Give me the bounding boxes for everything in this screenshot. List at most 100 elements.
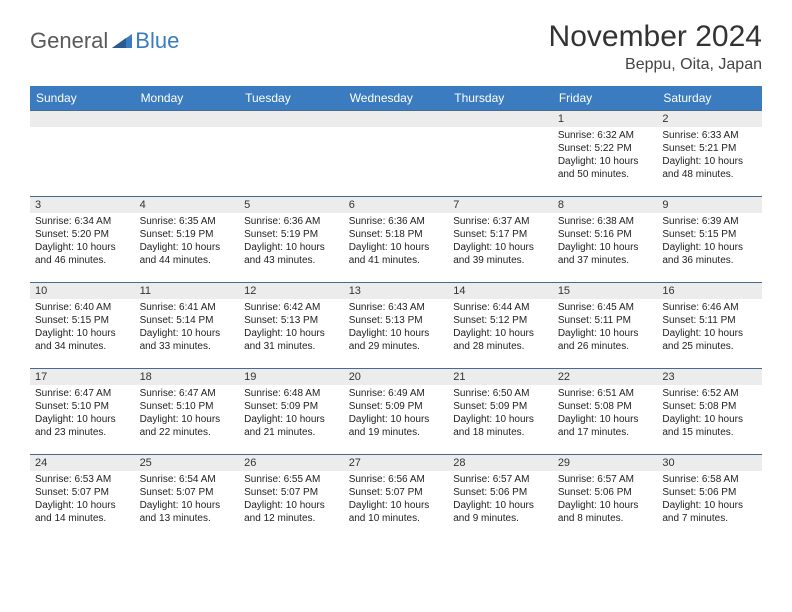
sunset-text: Sunset: 5:22 PM bbox=[558, 142, 653, 155]
daylight-text: Daylight: 10 hours and 44 minutes. bbox=[140, 241, 235, 267]
calendar-day-cell: 14Sunrise: 6:44 AMSunset: 5:12 PMDayligh… bbox=[448, 283, 553, 369]
day-details bbox=[239, 127, 344, 133]
daylight-text: Daylight: 10 hours and 8 minutes. bbox=[558, 499, 653, 525]
day-number: 9 bbox=[657, 197, 762, 213]
day-details: Sunrise: 6:32 AMSunset: 5:22 PMDaylight:… bbox=[553, 127, 658, 185]
daylight-text: Daylight: 10 hours and 28 minutes. bbox=[453, 327, 548, 353]
day-details: Sunrise: 6:47 AMSunset: 5:10 PMDaylight:… bbox=[30, 385, 135, 443]
calendar-day-cell: 28Sunrise: 6:57 AMSunset: 5:06 PMDayligh… bbox=[448, 455, 553, 541]
sunset-text: Sunset: 5:17 PM bbox=[453, 228, 548, 241]
daylight-text: Daylight: 10 hours and 7 minutes. bbox=[662, 499, 757, 525]
month-title: November 2024 bbox=[549, 20, 762, 54]
logo-text-part1: General bbox=[30, 28, 108, 54]
sunset-text: Sunset: 5:20 PM bbox=[35, 228, 130, 241]
sunrise-text: Sunrise: 6:35 AM bbox=[140, 215, 235, 228]
calendar-day-cell: 19Sunrise: 6:48 AMSunset: 5:09 PMDayligh… bbox=[239, 369, 344, 455]
calendar-day-cell: 6Sunrise: 6:36 AMSunset: 5:18 PMDaylight… bbox=[344, 197, 449, 283]
calendar-day-cell: 20Sunrise: 6:49 AMSunset: 5:09 PMDayligh… bbox=[344, 369, 449, 455]
calendar-day-cell: 22Sunrise: 6:51 AMSunset: 5:08 PMDayligh… bbox=[553, 369, 658, 455]
sunrise-text: Sunrise: 6:32 AM bbox=[558, 129, 653, 142]
calendar-day-cell: 13Sunrise: 6:43 AMSunset: 5:13 PMDayligh… bbox=[344, 283, 449, 369]
calendar-day-cell: 1Sunrise: 6:32 AMSunset: 5:22 PMDaylight… bbox=[553, 111, 658, 197]
calendar-day-cell bbox=[239, 111, 344, 197]
calendar-day-cell bbox=[344, 111, 449, 197]
sunset-text: Sunset: 5:12 PM bbox=[453, 314, 548, 327]
sunrise-text: Sunrise: 6:47 AM bbox=[140, 387, 235, 400]
calendar-day-cell: 29Sunrise: 6:57 AMSunset: 5:06 PMDayligh… bbox=[553, 455, 658, 541]
calendar-day-cell: 10Sunrise: 6:40 AMSunset: 5:15 PMDayligh… bbox=[30, 283, 135, 369]
day-details: Sunrise: 6:55 AMSunset: 5:07 PMDaylight:… bbox=[239, 471, 344, 529]
sunset-text: Sunset: 5:11 PM bbox=[558, 314, 653, 327]
sunrise-text: Sunrise: 6:39 AM bbox=[662, 215, 757, 228]
sunset-text: Sunset: 5:15 PM bbox=[35, 314, 130, 327]
sunset-text: Sunset: 5:16 PM bbox=[558, 228, 653, 241]
day-number bbox=[135, 111, 240, 127]
day-number: 7 bbox=[448, 197, 553, 213]
logo-triangle-icon bbox=[112, 30, 132, 53]
day-header: Monday bbox=[135, 86, 240, 111]
day-header-row: Sunday Monday Tuesday Wednesday Thursday… bbox=[30, 86, 762, 111]
day-number: 1 bbox=[553, 111, 658, 127]
sunrise-text: Sunrise: 6:36 AM bbox=[349, 215, 444, 228]
day-number: 23 bbox=[657, 369, 762, 385]
day-number: 2 bbox=[657, 111, 762, 127]
day-details: Sunrise: 6:54 AMSunset: 5:07 PMDaylight:… bbox=[135, 471, 240, 529]
daylight-text: Daylight: 10 hours and 43 minutes. bbox=[244, 241, 339, 267]
calendar-day-cell: 4Sunrise: 6:35 AMSunset: 5:19 PMDaylight… bbox=[135, 197, 240, 283]
day-details: Sunrise: 6:44 AMSunset: 5:12 PMDaylight:… bbox=[448, 299, 553, 357]
day-details: Sunrise: 6:50 AMSunset: 5:09 PMDaylight:… bbox=[448, 385, 553, 443]
sunrise-text: Sunrise: 6:55 AM bbox=[244, 473, 339, 486]
calendar-day-cell: 23Sunrise: 6:52 AMSunset: 5:08 PMDayligh… bbox=[657, 369, 762, 455]
day-number: 8 bbox=[553, 197, 658, 213]
calendar-day-cell: 24Sunrise: 6:53 AMSunset: 5:07 PMDayligh… bbox=[30, 455, 135, 541]
sunrise-text: Sunrise: 6:57 AM bbox=[558, 473, 653, 486]
calendar-day-cell bbox=[448, 111, 553, 197]
calendar-day-cell: 17Sunrise: 6:47 AMSunset: 5:10 PMDayligh… bbox=[30, 369, 135, 455]
day-number: 29 bbox=[553, 455, 658, 471]
calendar-day-cell: 3Sunrise: 6:34 AMSunset: 5:20 PMDaylight… bbox=[30, 197, 135, 283]
daylight-text: Daylight: 10 hours and 10 minutes. bbox=[349, 499, 444, 525]
calendar-day-cell bbox=[135, 111, 240, 197]
sunrise-text: Sunrise: 6:56 AM bbox=[349, 473, 444, 486]
day-header: Thursday bbox=[448, 86, 553, 111]
daylight-text: Daylight: 10 hours and 21 minutes. bbox=[244, 413, 339, 439]
day-number: 14 bbox=[448, 283, 553, 299]
daylight-text: Daylight: 10 hours and 33 minutes. bbox=[140, 327, 235, 353]
sunset-text: Sunset: 5:08 PM bbox=[662, 400, 757, 413]
day-number: 20 bbox=[344, 369, 449, 385]
calendar-week-row: 17Sunrise: 6:47 AMSunset: 5:10 PMDayligh… bbox=[30, 369, 762, 455]
day-number: 10 bbox=[30, 283, 135, 299]
day-details: Sunrise: 6:42 AMSunset: 5:13 PMDaylight:… bbox=[239, 299, 344, 357]
daylight-text: Daylight: 10 hours and 23 minutes. bbox=[35, 413, 130, 439]
day-details: Sunrise: 6:43 AMSunset: 5:13 PMDaylight:… bbox=[344, 299, 449, 357]
day-details: Sunrise: 6:51 AMSunset: 5:08 PMDaylight:… bbox=[553, 385, 658, 443]
sunrise-text: Sunrise: 6:49 AM bbox=[349, 387, 444, 400]
daylight-text: Daylight: 10 hours and 19 minutes. bbox=[349, 413, 444, 439]
calendar-week-row: 1Sunrise: 6:32 AMSunset: 5:22 PMDaylight… bbox=[30, 111, 762, 197]
day-details: Sunrise: 6:57 AMSunset: 5:06 PMDaylight:… bbox=[553, 471, 658, 529]
daylight-text: Daylight: 10 hours and 34 minutes. bbox=[35, 327, 130, 353]
daylight-text: Daylight: 10 hours and 41 minutes. bbox=[349, 241, 444, 267]
sunrise-text: Sunrise: 6:47 AM bbox=[35, 387, 130, 400]
sunrise-text: Sunrise: 6:53 AM bbox=[35, 473, 130, 486]
calendar-week-row: 3Sunrise: 6:34 AMSunset: 5:20 PMDaylight… bbox=[30, 197, 762, 283]
day-number: 11 bbox=[135, 283, 240, 299]
sunset-text: Sunset: 5:15 PM bbox=[662, 228, 757, 241]
sunset-text: Sunset: 5:13 PM bbox=[349, 314, 444, 327]
day-details: Sunrise: 6:48 AMSunset: 5:09 PMDaylight:… bbox=[239, 385, 344, 443]
day-number bbox=[30, 111, 135, 127]
sunrise-text: Sunrise: 6:48 AM bbox=[244, 387, 339, 400]
day-details bbox=[30, 127, 135, 133]
day-number: 13 bbox=[344, 283, 449, 299]
day-details: Sunrise: 6:45 AMSunset: 5:11 PMDaylight:… bbox=[553, 299, 658, 357]
sunrise-text: Sunrise: 6:33 AM bbox=[662, 129, 757, 142]
sunset-text: Sunset: 5:09 PM bbox=[453, 400, 548, 413]
daylight-text: Daylight: 10 hours and 29 minutes. bbox=[349, 327, 444, 353]
sunrise-text: Sunrise: 6:41 AM bbox=[140, 301, 235, 314]
day-number: 6 bbox=[344, 197, 449, 213]
calendar-week-row: 10Sunrise: 6:40 AMSunset: 5:15 PMDayligh… bbox=[30, 283, 762, 369]
sunrise-text: Sunrise: 6:46 AM bbox=[662, 301, 757, 314]
sunrise-text: Sunrise: 6:58 AM bbox=[662, 473, 757, 486]
sunset-text: Sunset: 5:10 PM bbox=[35, 400, 130, 413]
sunset-text: Sunset: 5:07 PM bbox=[244, 486, 339, 499]
